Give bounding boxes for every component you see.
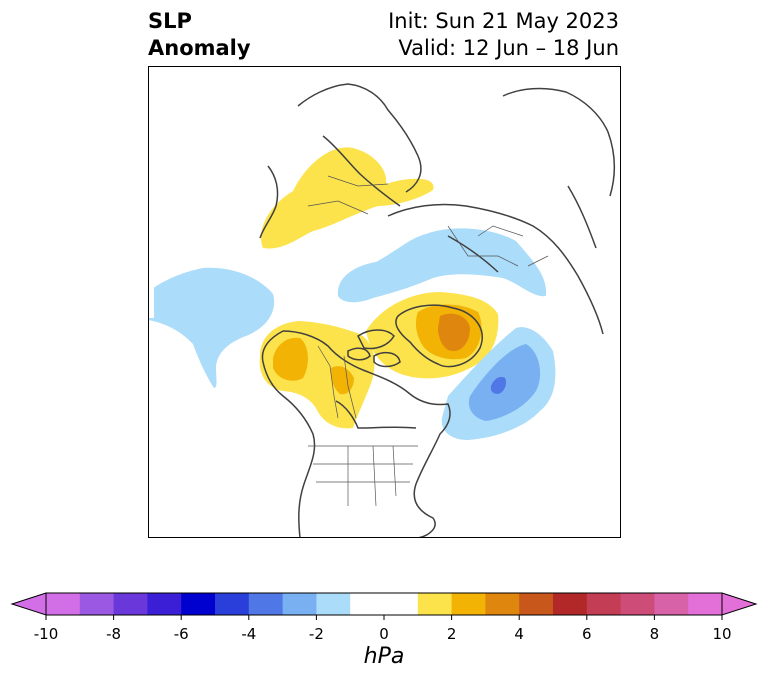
colorbar-tick-label: 10 [712,625,731,640]
anomaly-scandinavia-positive [261,147,434,249]
colorbar-tick-label: 4 [514,625,524,640]
colorbar-segment [688,593,723,615]
colorbar-segment [181,593,216,615]
map-edge-gap [148,284,154,318]
colorbar-units: hPa [363,644,405,669]
colorbar-segment [113,593,148,615]
anomaly-siberia-negative [337,228,547,303]
colorbar-segment [519,593,554,615]
anomaly-siberia-negative-2 [398,253,443,271]
title-line-2: Anomaly [148,36,251,60]
anomaly-pacific-negative [148,267,275,388]
colorbar: -10 -8 -6 -4 -2 0 2 4 6 8 10 [10,592,758,640]
colorbar-tick-label: -6 [174,625,189,640]
colorbar-segment [451,593,486,615]
colorbar-segment [417,593,453,615]
colorbar-segment [147,593,182,615]
colorbar-tick-label: -10 [34,625,59,640]
valid-time-block: Init: Sun 21 May 2023 Valid: 12 Jun – 18… [388,8,619,62]
colorbar-segment [282,593,317,615]
colorbar-extend-low [10,592,47,616]
borders [307,175,549,507]
colorbar-segment [350,593,419,615]
map-title: SLP Anomaly [148,8,251,62]
colorbar-tick-label: -2 [309,625,324,640]
colorbar-tick-label: 0 [379,625,389,640]
colorbar-segment [654,593,689,615]
init-date: Init: Sun 21 May 2023 [388,9,619,33]
colorbar-tick-label: 8 [650,625,660,640]
anomaly-greenland-3 [438,313,470,352]
colorbar-segment [485,593,520,615]
map-frame [148,66,621,538]
colorbar-tick-label: 2 [447,625,457,640]
colorbar-segment [316,593,351,615]
coastlines [259,83,616,538]
title-line-1: SLP [148,9,192,33]
colorbar-segment [79,593,115,615]
colorbar-segment [620,593,655,615]
anomaly-fill [148,147,556,440]
colorbar-segment [215,593,250,615]
valid-range: Valid: 12 Jun – 18 Jun [398,36,619,60]
colorbar-segment [46,593,81,615]
anomaly-alaska-2 [273,337,308,381]
anomaly-atlantic-3 [490,376,507,394]
slp-anomaly-map [148,66,621,538]
colorbar-tick-label: -8 [106,625,121,640]
colorbar-segment [586,593,622,615]
colorbar-tick-label: -4 [241,625,256,640]
colorbar-segment [248,593,284,615]
colorbar-tick-label: 6 [582,625,592,640]
colorbar-segment [553,593,588,615]
colorbar-extend-high [721,592,758,616]
